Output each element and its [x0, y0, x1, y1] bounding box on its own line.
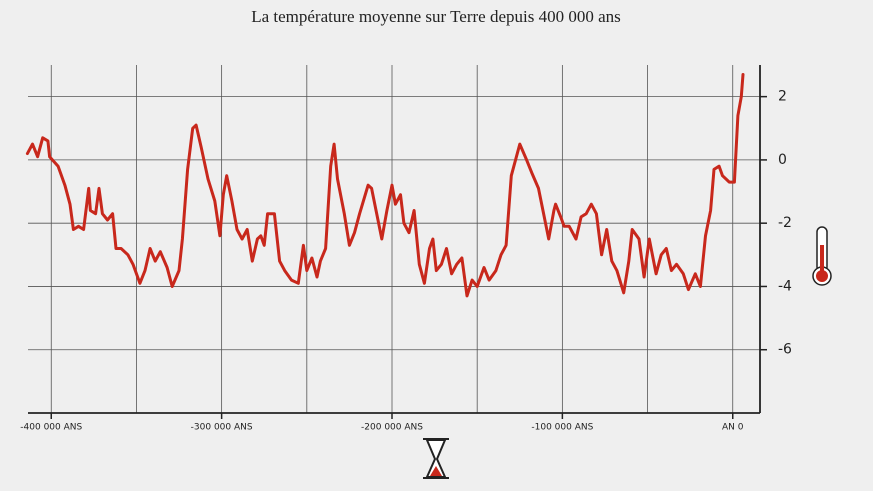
y-tick-label: 0 [778, 152, 787, 168]
x-tick-label: -200 000 ANS [361, 423, 423, 433]
y-tick-label: -4 [778, 278, 792, 294]
y-tick-label: -2 [778, 215, 792, 231]
y-tick-label: -6 [778, 342, 792, 358]
x-tick-label: AN 0 [722, 423, 744, 433]
x-tick-label: -300 000 ANS [191, 423, 253, 433]
hourglass-icon [423, 438, 449, 479]
chart-title: La température moyenne sur Terre depuis … [251, 7, 621, 26]
x-tick-label: -400 000 ANS [20, 423, 82, 433]
data-line [25, 73, 745, 298]
x-tick-label: -100 000 ANS [531, 423, 593, 433]
y-tick-label: 2 [778, 89, 787, 105]
thermometer-icon [812, 226, 832, 286]
